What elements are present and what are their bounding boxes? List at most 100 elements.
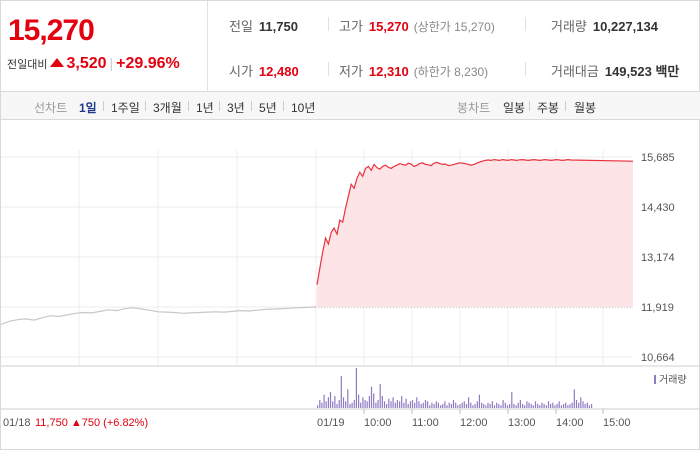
volume-bar (565, 402, 567, 408)
volume-bar (575, 400, 578, 408)
volume-bar (446, 405, 448, 408)
volume-bar (509, 404, 511, 408)
x-tick-label: 14:00 (556, 417, 584, 429)
prev-day-close: 11,750 ▲750 (+6.82%) (35, 417, 148, 429)
volume-bar (483, 404, 485, 408)
volume-bar (452, 400, 455, 408)
volume-bar (537, 404, 539, 408)
high-value: 15,270 (368, 19, 409, 34)
volume-bar (327, 397, 329, 408)
volume-bar (405, 398, 407, 408)
volume-bar (567, 405, 569, 408)
volume-bar (468, 397, 470, 408)
candle-weekly-tab[interactable]: 주봉 (537, 101, 560, 115)
volume-bar (481, 402, 483, 408)
change-row: 전일대비 3,520 | +29.96% (7, 55, 180, 73)
volume-bar (539, 405, 541, 408)
volume-bar (515, 405, 517, 408)
open-label: 시가 (229, 64, 253, 79)
divider: | (109, 55, 114, 71)
volume-bar (317, 405, 319, 408)
low-cell: 저가 12,310 (하한가 8,230) (339, 61, 488, 80)
period-1y-tab[interactable]: 1년 (196, 101, 214, 115)
volume-bar (340, 376, 342, 408)
volume-bar (403, 402, 405, 408)
volume-bar (461, 402, 463, 408)
divider (188, 101, 189, 111)
period-1w-tab[interactable]: 1주일 (111, 101, 140, 115)
volume-bar (323, 394, 325, 408)
period-5y-tab[interactable]: 5년 (259, 101, 277, 115)
high-cell: 고가 15,270 (상한가 15,270) (339, 16, 495, 35)
candle-monthly-tab[interactable]: 월봉 (574, 101, 597, 115)
price-layer (1, 158, 634, 326)
volume-bar (345, 401, 347, 408)
x-tick-label: 10:00 (364, 417, 392, 429)
volume-bar (543, 404, 545, 408)
volume-bar (448, 402, 450, 408)
volume-bar (370, 386, 373, 408)
volume-bar (349, 404, 351, 408)
volume-bar (431, 402, 433, 408)
x-tick-label: 15:00 (603, 417, 631, 429)
volume-bar (364, 400, 366, 408)
volume-bar (366, 401, 368, 408)
volume-bar (420, 404, 422, 408)
open-value: 12,480 (258, 64, 299, 79)
volume-bar (519, 400, 521, 408)
volume-bar (554, 405, 556, 408)
period-10y-tab[interactable]: 10년 (291, 101, 316, 115)
volume-bar (319, 400, 321, 408)
intraday-chart: 15,685 14,430 13,174 11,919 10,664 거래량 01/18… (1, 150, 700, 429)
prev-day-date: 01/18 (3, 417, 31, 429)
period-1d-tab[interactable]: 1일 (79, 101, 97, 115)
volume-bar (338, 400, 340, 408)
period-3y-tab[interactable]: 3년 (227, 101, 245, 115)
volume-bar (377, 400, 379, 408)
period-3m-tab[interactable]: 3개월 (153, 101, 182, 115)
divider (103, 101, 104, 111)
volume-bar (504, 402, 506, 408)
volume-bar (588, 405, 590, 408)
volume-bar (472, 405, 474, 408)
candle-daily-tab[interactable]: 일봉 (503, 101, 526, 115)
prev-close-cell: 전일 11,750 (229, 16, 298, 35)
volume-bar (498, 404, 500, 408)
volume-bar (470, 402, 472, 408)
volume-bar (429, 405, 431, 408)
volume-bar (396, 400, 398, 408)
divider (328, 62, 329, 76)
current-price: 15,270 (8, 14, 95, 47)
volume-bar (351, 402, 353, 408)
volume-bar (407, 404, 409, 408)
change-value: 3,520 (66, 55, 107, 72)
volume-bar (399, 401, 401, 408)
amount-cell: 거래대금 149,523 백만 (551, 61, 679, 80)
volume-bar (513, 404, 515, 408)
x-tick-label: 12:00 (460, 417, 488, 429)
volume-bar (534, 401, 537, 408)
y-axis: 15,685 14,430 13,174 11,919 10,664 (641, 152, 675, 364)
volume-bar (355, 368, 357, 408)
volume-bar (392, 397, 394, 408)
change-percent: +29.96% (116, 55, 180, 72)
volume-bar (455, 402, 457, 408)
y-tick-label: 11,919 (641, 302, 674, 314)
volume-bar (381, 396, 383, 408)
volume-bar (325, 401, 327, 408)
y-tick-label: 10,664 (641, 352, 675, 364)
divider (145, 101, 146, 111)
price-summary: 15,270 전일대비 3,520 | +29.96% 전일 11,750 고가 15,2… (1, 1, 700, 92)
prev-close-label: 전일 (229, 19, 253, 34)
volume-legend-swatch (654, 375, 656, 384)
x-tick-label: 13:00 (508, 417, 536, 429)
volume-bar (571, 402, 573, 408)
volume-layer: 거래량 (317, 368, 687, 408)
volume-bar (444, 401, 446, 408)
volume-bar (522, 404, 524, 408)
volume-bar (517, 402, 519, 408)
volume-bar (526, 401, 528, 408)
volume-bar (334, 396, 336, 408)
volume-bar (388, 398, 390, 408)
volume-bar (386, 404, 388, 408)
